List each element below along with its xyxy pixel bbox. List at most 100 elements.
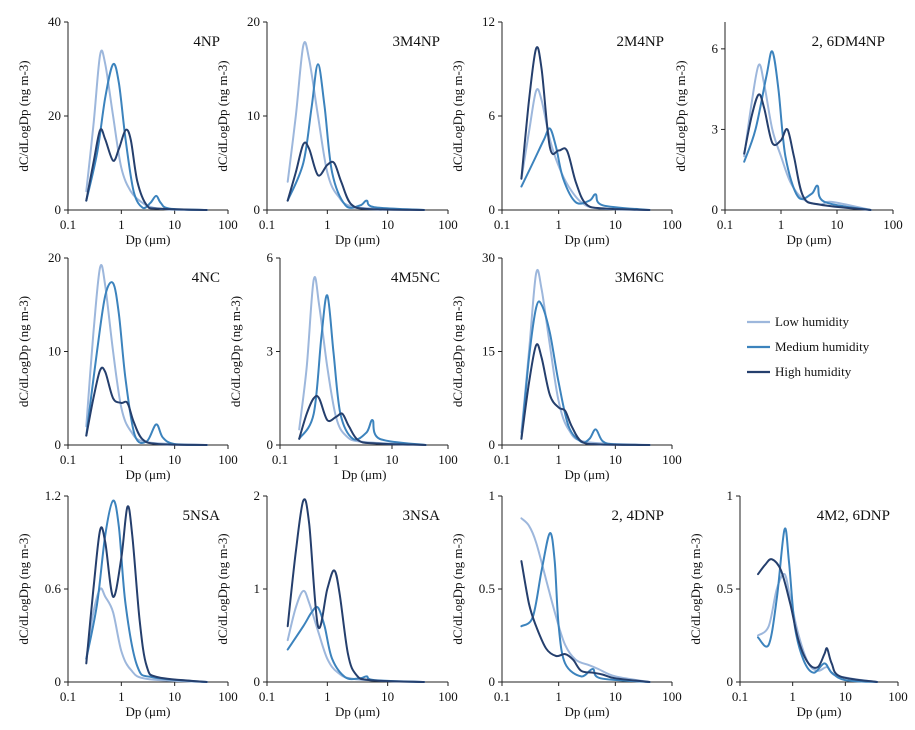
x-tick-label: 1 <box>778 217 785 232</box>
panel-8: 0 0.6 1.2 0.1 1 10 100 5NSA Dp (μm) dC/dLogDp (ng… <box>16 488 238 719</box>
y-axis-label: dC/dLogDp (ng m-3) <box>673 60 688 171</box>
x-tick-label: 0.1 <box>717 217 733 232</box>
y-tick-label: 0 <box>489 437 496 452</box>
x-tick-label: 0.1 <box>494 452 510 467</box>
x-tick-label: 0.1 <box>259 689 275 704</box>
series-line <box>520 560 651 683</box>
y-axis-label: dC/dLogDp (ng m-3) <box>16 60 31 171</box>
y-tick-label: 20 <box>247 14 260 29</box>
y-tick-label: 3 <box>712 121 719 136</box>
series-line <box>286 41 425 211</box>
y-tick-label: 10 <box>247 108 260 123</box>
x-axis-label: Dp (μm) <box>565 232 610 247</box>
x-tick-label: 10 <box>609 689 622 704</box>
legend-label: Low humidity <box>775 314 850 329</box>
x-axis-label: Dp (μm) <box>565 704 610 719</box>
panel-title: 4NC <box>192 270 220 286</box>
series-line <box>85 505 208 683</box>
y-tick-label: 6 <box>712 41 719 56</box>
x-axis-label: Dp (μm) <box>797 704 842 719</box>
x-axis-label: Dp (μm) <box>126 704 171 719</box>
y-tick-label: 0 <box>55 437 62 452</box>
y-tick-label: 0 <box>489 674 496 689</box>
x-tick-label: 0.1 <box>494 217 510 232</box>
series-line <box>286 589 425 683</box>
x-tick-label: 10 <box>609 217 622 232</box>
y-tick-label: 1 <box>727 488 734 503</box>
series-line <box>743 63 872 211</box>
y-tick-label: 0 <box>727 674 734 689</box>
y-tick-label: 0 <box>254 202 261 217</box>
x-tick-label: 10 <box>386 452 399 467</box>
y-axis-label: dC/dLogDp (ng m-3) <box>16 533 31 644</box>
series-line <box>298 276 427 446</box>
x-tick-label: 100 <box>438 452 458 467</box>
x-tick-label: 0.1 <box>732 689 748 704</box>
panel-title: 3M4NP <box>392 34 440 50</box>
x-tick-label: 100 <box>662 217 682 232</box>
series-line <box>520 88 651 211</box>
series-line <box>743 50 872 211</box>
y-tick-label: 30 <box>482 250 495 265</box>
y-tick-label: 6 <box>267 250 274 265</box>
panel-6: 0 3 6 0.1 1 10 100 4M5NC Dp (μm) dC/dLogDp (ng m-… <box>228 250 458 482</box>
panel-title: 2, 4DNP <box>611 508 664 524</box>
y-axis-label: dC/dLogDp (ng m-3) <box>688 533 703 644</box>
series-line <box>743 93 872 211</box>
x-tick-label: 10 <box>831 217 844 232</box>
y-tick-label: 2 <box>254 488 261 503</box>
series-line <box>520 46 651 211</box>
x-tick-label: 0.1 <box>272 452 288 467</box>
x-tick-label: 1 <box>555 689 562 704</box>
panel-4: 0 3 6 0.1 1 10 100 2, 6DM4NP Dp (μm) dC/dLogDp (n… <box>673 22 903 247</box>
panel-title: 4NP <box>193 34 220 50</box>
y-tick-label: 0 <box>55 674 62 689</box>
legend-label: Medium humidity <box>775 339 870 354</box>
x-tick-label: 100 <box>438 217 458 232</box>
y-tick-label: 1 <box>254 581 261 596</box>
panel-title: 3M6NC <box>615 270 664 286</box>
y-tick-label: 20 <box>48 250 61 265</box>
x-tick-label: 10 <box>609 452 622 467</box>
series-line <box>286 63 425 211</box>
y-tick-label: 12 <box>482 14 495 29</box>
x-tick-label: 100 <box>662 689 682 704</box>
series-line <box>85 587 208 683</box>
x-tick-label: 100 <box>438 689 458 704</box>
series-line <box>85 62 208 211</box>
panel-title: 4M2, 6DNP <box>817 508 890 524</box>
legend-label: High humidity <box>775 364 852 379</box>
x-tick-label: 1 <box>118 217 125 232</box>
y-tick-label: 20 <box>48 108 61 123</box>
series-line <box>85 281 208 446</box>
series-line <box>286 605 425 683</box>
y-axis-label: dC/dLogDp (ng m-3) <box>450 60 465 171</box>
y-tick-label: 0 <box>254 674 261 689</box>
x-tick-label: 1 <box>555 452 562 467</box>
y-tick-label: 0 <box>489 202 496 217</box>
panel-9: 0 1 2 0.1 1 10 100 3NSA Dp (μm) dC/dLogDp (ng m-3… <box>215 488 458 719</box>
x-tick-label: 0.1 <box>60 689 76 704</box>
x-tick-label: 1 <box>324 217 331 232</box>
panel-title: 5NSA <box>182 508 220 524</box>
y-tick-label: 0 <box>55 202 62 217</box>
panel-1: 0 20 40 0.1 1 10 100 4NP Dp (μm) dC/dLogDp (ng m-… <box>16 14 238 247</box>
panel-2: 0 10 20 0.1 1 10 100 3M4NP Dp (μm) dC/dLogDp (ng … <box>215 14 458 247</box>
y-axis-label: dC/dLogDp (ng m-3) <box>215 533 230 644</box>
series-line <box>520 300 651 446</box>
x-axis-label: Dp (μm) <box>565 467 610 482</box>
x-tick-label: 10 <box>168 217 181 232</box>
panel-10: 0 0.5 1 0.1 1 10 100 2, 4DNP Dp (μm) dC/dLogDp (n… <box>450 488 682 719</box>
series-line <box>85 264 208 446</box>
x-tick-label: 0.1 <box>60 452 76 467</box>
y-axis-label: dC/dLogDp (ng m-3) <box>215 60 230 171</box>
y-axis-label: dC/dLogDp (ng m-3) <box>16 296 31 407</box>
series-line <box>757 558 878 683</box>
series-line <box>298 294 427 446</box>
series-line <box>520 517 651 683</box>
series-line <box>520 127 651 211</box>
series-line <box>757 527 878 683</box>
y-tick-label: 10 <box>48 344 61 359</box>
x-tick-label: 1 <box>118 689 125 704</box>
